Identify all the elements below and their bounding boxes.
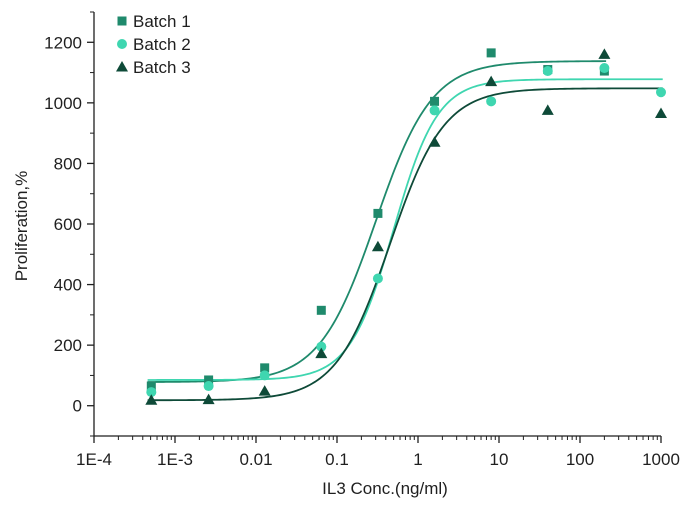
fit-curves xyxy=(147,60,663,402)
point-batch-2 xyxy=(146,387,157,398)
point-batch-3 xyxy=(258,385,271,396)
x-tick-label: 1 xyxy=(413,450,422,469)
point-batch-3 xyxy=(371,240,384,252)
point-batch-3 xyxy=(655,107,667,118)
y-tick-label: 1200 xyxy=(44,33,82,52)
y-tick-label: 400 xyxy=(54,276,82,295)
x-axis-title: IL3 Conc.(ng/ml) xyxy=(322,479,448,498)
fit-curve-batch-2 xyxy=(147,78,663,381)
y-tick-label: 800 xyxy=(54,154,82,173)
point-batch-3 xyxy=(485,75,498,87)
point-batch-1 xyxy=(486,48,496,58)
legend-marker-batch-1 xyxy=(117,16,127,26)
y-tick-label: 200 xyxy=(54,336,82,355)
point-batch-2 xyxy=(316,341,327,352)
point-batch-3 xyxy=(315,347,328,359)
point-batch-3 xyxy=(598,48,611,59)
point-batch-2 xyxy=(656,87,666,98)
y-tick-label: 600 xyxy=(54,215,82,234)
legend-marker-batch-2 xyxy=(117,39,127,49)
y-tick-label: 1000 xyxy=(44,94,82,113)
point-batch-3 xyxy=(428,136,441,147)
point-batch-2 xyxy=(542,66,553,77)
legend: Batch 1 Batch 2 Batch 3 xyxy=(116,12,191,77)
point-batch-2 xyxy=(486,96,497,107)
x-tick-label: 0.1 xyxy=(325,450,349,469)
x-tick-label: 1E-3 xyxy=(157,450,193,469)
x-tick-label: 1000 xyxy=(642,450,680,469)
point-batch-1 xyxy=(146,381,156,391)
x-tick-label: 1E-4 xyxy=(76,450,112,469)
point-batch-1 xyxy=(430,96,440,106)
x-tick-label: 10 xyxy=(490,450,509,469)
legend-label-batch-1: Batch 1 xyxy=(133,12,191,31)
data-points xyxy=(145,48,667,405)
point-batch-2 xyxy=(599,63,610,74)
y-axis-title: Proliferation,% xyxy=(12,171,31,282)
point-batch-1 xyxy=(260,363,270,373)
point-batch-1 xyxy=(373,208,383,218)
point-batch-2 xyxy=(203,381,214,392)
legend-label-batch-3: Batch 3 xyxy=(133,58,191,77)
point-batch-3 xyxy=(541,104,554,115)
point-batch-1 xyxy=(204,375,214,385)
fit-curve-batch-1 xyxy=(147,60,607,383)
point-batch-1 xyxy=(316,305,326,315)
x-tick-label: 0.01 xyxy=(239,450,272,469)
point-batch-2 xyxy=(372,273,383,284)
axes: 1E-4 1E-3 0.01 0.1 1 10 100 1000 0 200 400 600 800 10… xyxy=(44,11,680,469)
point-batch-3 xyxy=(202,393,215,405)
x-tick-label: 100 xyxy=(566,450,594,469)
y-tick-label: 0 xyxy=(73,397,82,416)
legend-marker-batch-3 xyxy=(116,61,128,72)
point-batch-3 xyxy=(145,394,158,405)
point-batch-2 xyxy=(259,370,270,381)
fit-curve-batch-3 xyxy=(147,87,663,402)
legend-label-batch-2: Batch 2 xyxy=(133,35,191,54)
point-batch-2 xyxy=(429,105,440,116)
